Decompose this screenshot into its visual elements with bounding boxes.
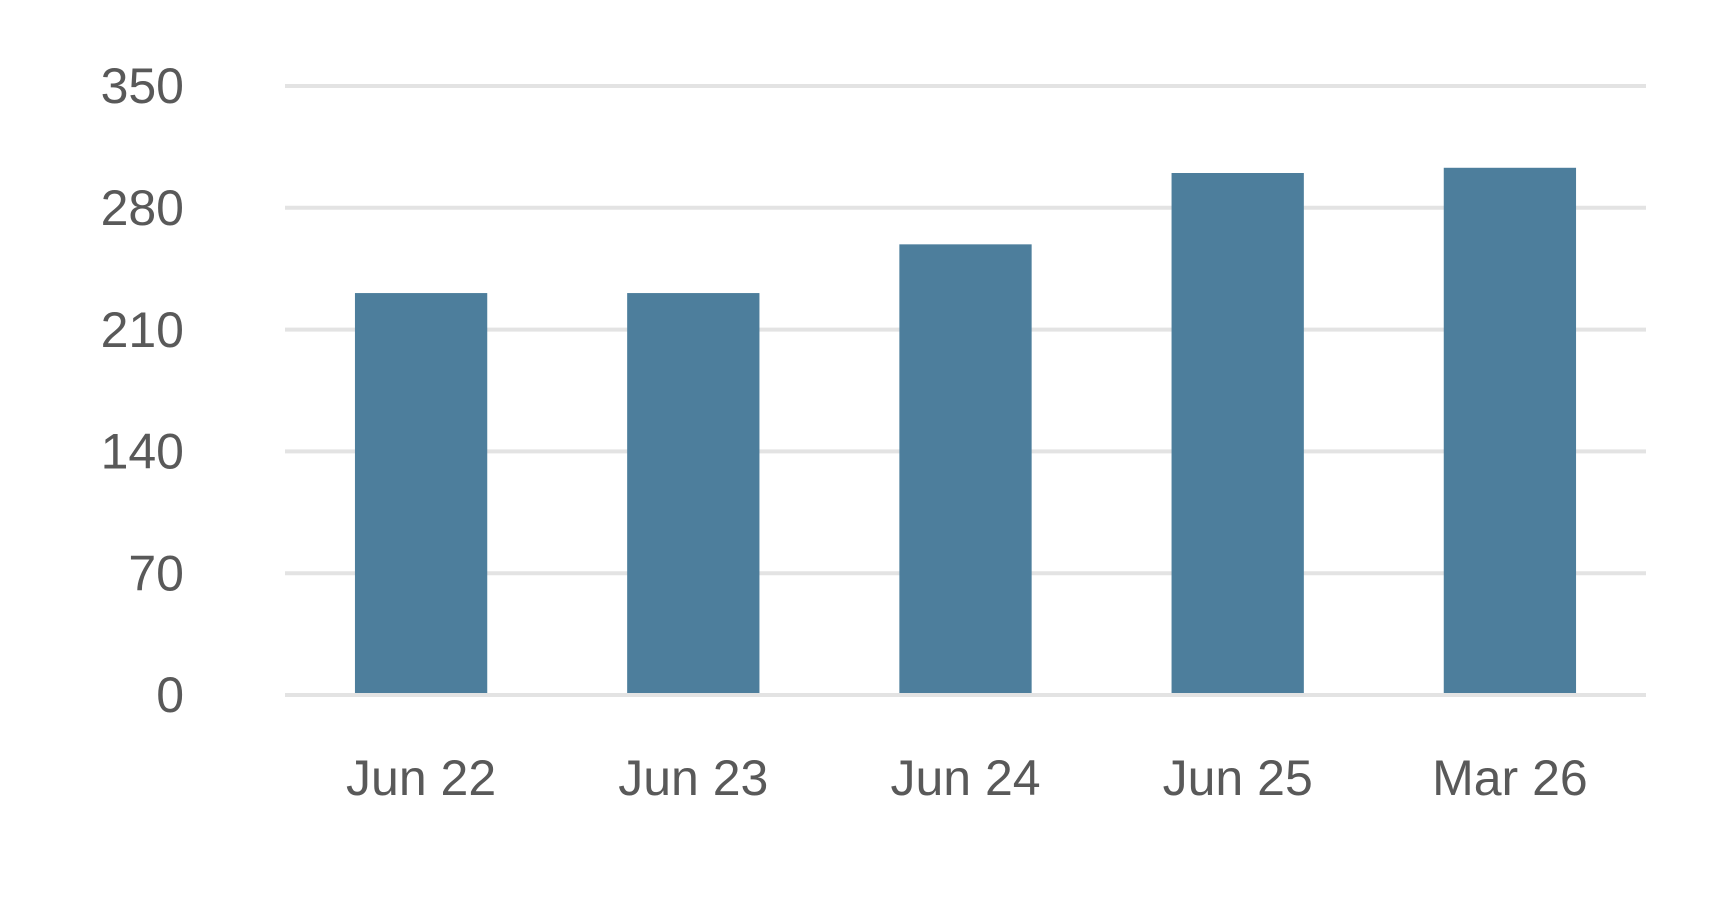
x-tick-label: Jun 22 (346, 750, 496, 806)
y-tick-label: 350 (101, 58, 184, 114)
y-tick-label: 280 (101, 180, 184, 236)
y-tick-label: 210 (101, 302, 184, 358)
y-tick-label: 140 (101, 424, 184, 480)
bar (1171, 173, 1304, 693)
x-tick-label: Jun 23 (618, 750, 768, 806)
x-tick-label: Jun 24 (890, 750, 1040, 806)
y-tick-label: 70 (128, 545, 184, 601)
bar (899, 244, 1032, 693)
x-tick-label: Jun 25 (1163, 750, 1313, 806)
y-tick-label: 0 (156, 667, 184, 723)
x-tick-label: Mar 26 (1432, 750, 1588, 806)
bar (354, 293, 488, 693)
bar (1443, 167, 1577, 693)
bar (627, 293, 760, 693)
